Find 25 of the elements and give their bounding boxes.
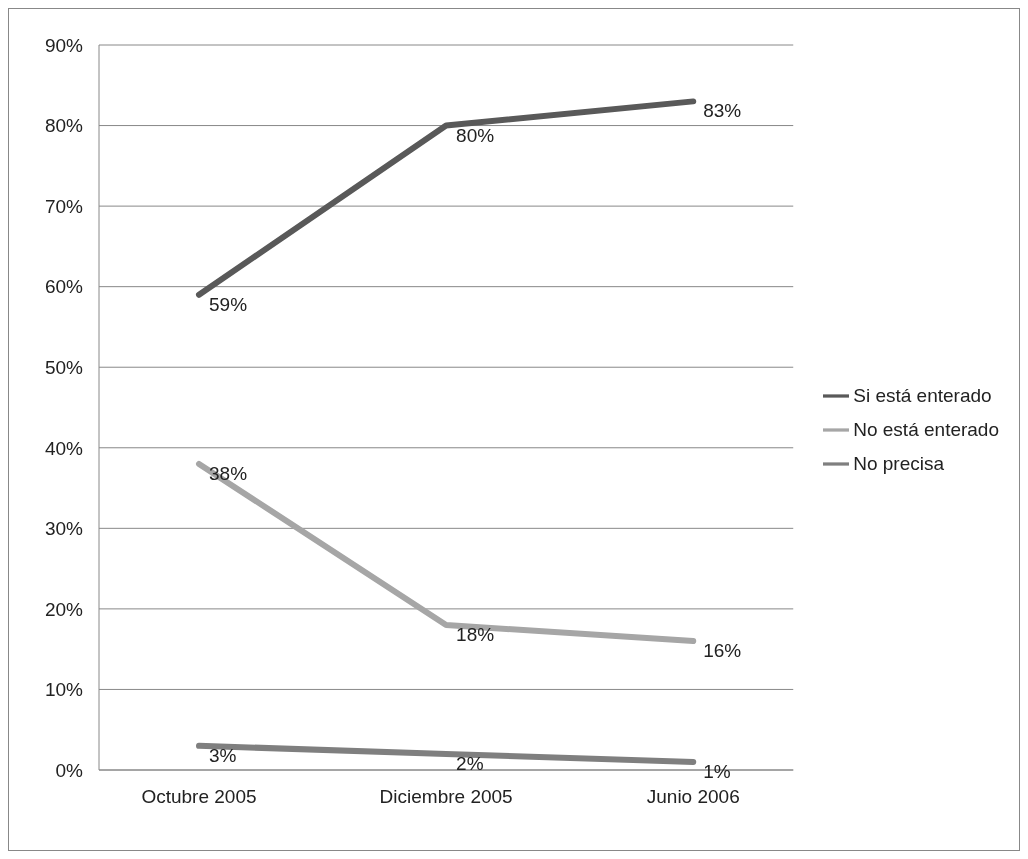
data-label: 18% [456, 624, 495, 645]
x-tick-label: Octubre 2005 [141, 786, 257, 808]
x-tick-label: Diciembre 2005 [379, 786, 513, 808]
y-tick-label: 90% [44, 34, 84, 56]
data-label: 2% [456, 752, 484, 774]
y-tick-label: 0% [55, 759, 84, 781]
y-tick-label: 10% [44, 679, 84, 701]
legend-label: No precisa [853, 452, 945, 474]
legend-label: No está enterado [853, 418, 999, 440]
y-tick-label: 70% [44, 195, 84, 217]
data-label: 80% [456, 124, 495, 146]
data-label: 59% [209, 293, 248, 315]
data-label: 16% [703, 640, 742, 662]
y-tick-label: 80% [44, 115, 84, 137]
data-label: 83% [703, 100, 742, 122]
data-label: 1% [703, 760, 731, 782]
y-tick-label: 50% [44, 356, 84, 378]
data-label: 38% [209, 462, 248, 484]
legend-label: Si está enterado [853, 384, 992, 406]
x-tick-label: Junio 2006 [646, 786, 740, 808]
data-label: 3% [209, 744, 237, 766]
y-tick-label: 40% [44, 437, 84, 459]
y-tick-label: 60% [44, 276, 84, 298]
y-tick-label: 30% [44, 518, 84, 540]
y-tick-label: 20% [44, 598, 84, 620]
